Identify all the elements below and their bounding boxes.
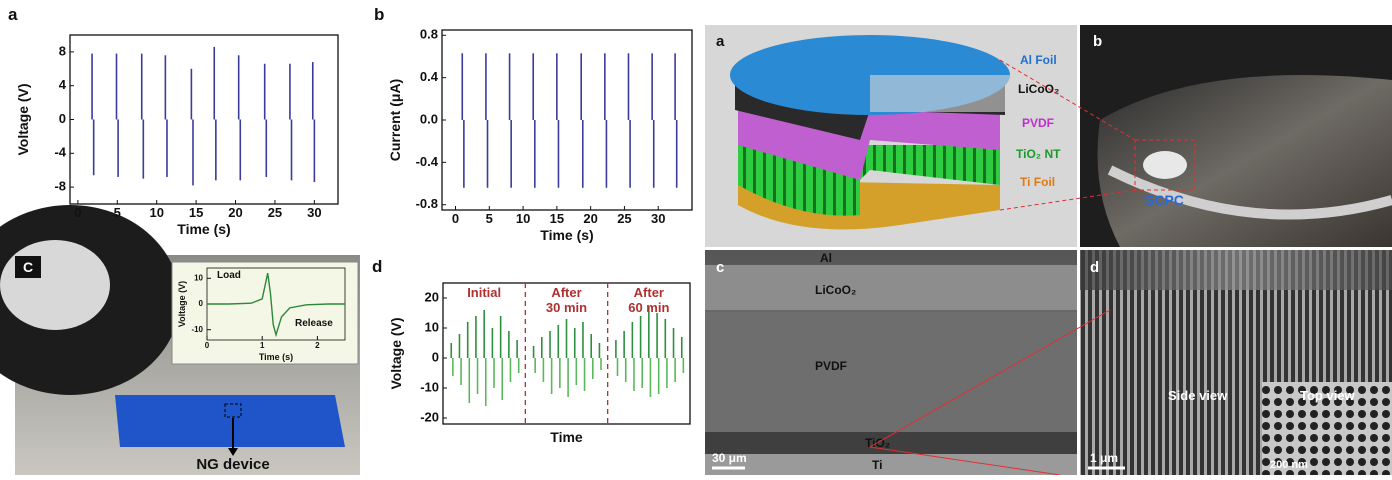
y-tick-label: 0	[432, 349, 439, 364]
top-edge	[1080, 250, 1392, 290]
y-tick-label: 0.8	[420, 27, 438, 42]
x-axis-label: Time (s)	[177, 221, 230, 237]
segment-label: 60 min	[628, 300, 669, 315]
panel-letter: d	[1090, 259, 1099, 276]
y-tick-label: 4	[59, 77, 67, 92]
x-tick-label: 1	[260, 341, 265, 350]
y-tick-label: 0.4	[420, 69, 439, 84]
x-tick-label: 5	[486, 211, 493, 226]
device-label: SCPC	[1145, 192, 1184, 208]
x-axis-label: Time (s)	[259, 352, 293, 362]
panel-letter: a	[716, 33, 725, 50]
illustration-right-a: Al Foil LiCoO₂ PVDF TiO₂ NT Ti Foil a	[705, 25, 1077, 247]
layer-label: Ti	[872, 458, 882, 472]
layer-label: PVDF	[815, 359, 847, 373]
scale-label: 1 μm	[1090, 451, 1118, 465]
panel-letter: d	[372, 257, 382, 276]
x-tick-label: 20	[228, 205, 242, 220]
pvdf-layer	[705, 312, 1077, 432]
y-tick-label: 10	[425, 319, 439, 334]
plot-frame	[70, 35, 338, 204]
y-tick-label: 0	[59, 111, 66, 126]
segment-label: After	[551, 285, 581, 300]
x-tick-label: 10	[516, 211, 530, 226]
x-tick-label: 20	[583, 211, 597, 226]
x-axis-label: Time (s)	[540, 227, 593, 243]
scale-label: 30 μm	[712, 451, 747, 465]
annotation: Release	[295, 318, 333, 329]
layer-label: TiO₂ NT	[1016, 147, 1061, 161]
ti-layer	[705, 454, 1077, 475]
y-tick-label: -4	[54, 145, 66, 160]
x-axis-label: Time	[550, 429, 583, 445]
panel-letter: c	[716, 259, 724, 276]
layer-label: LiCoO₂	[815, 283, 856, 297]
y-tick-label: -20	[420, 409, 439, 424]
cutaway	[870, 75, 1010, 112]
x-tick-label: 0	[452, 211, 459, 226]
x-tick-label: 25	[268, 205, 282, 220]
panel-letter: b	[1093, 33, 1102, 50]
panel-letter: a	[8, 5, 18, 24]
x-tick-label: 2	[315, 341, 320, 350]
shoe	[1098, 75, 1392, 247]
scpc-device	[1143, 151, 1187, 179]
y-tick-label: 0	[199, 299, 204, 308]
y-tick-label: 10	[194, 273, 203, 282]
sem-right-d: Side view Top view 1 μm 200 nm d	[1080, 250, 1392, 475]
x-tick-label: 15	[550, 211, 564, 226]
scale-label: 200 nm	[1270, 459, 1308, 471]
y-axis-label: Voltage (V)	[177, 281, 187, 327]
layer-label: Al	[820, 251, 832, 265]
y-tick-label: 0.0	[420, 111, 438, 126]
y-axis-label: Voltage (V)	[15, 83, 31, 155]
x-tick-label: 5	[114, 205, 121, 220]
y-tick-label: -10	[191, 325, 203, 334]
ng-device	[115, 395, 345, 447]
segment-label: After	[634, 285, 664, 300]
y-tick-label: 8	[59, 43, 66, 58]
y-axis-label: Current (μA)	[387, 79, 403, 161]
y-tick-label: 20	[425, 289, 439, 304]
layer-label: Ti Foil	[1020, 175, 1055, 189]
view-label: Side view	[1168, 388, 1228, 403]
panel-letter: C	[23, 259, 33, 275]
photo-right-b: SCPC b	[1080, 25, 1392, 247]
y-tick-label: -8	[54, 179, 66, 194]
segment-label: 30 min	[546, 300, 587, 315]
x-tick-label: 25	[617, 211, 631, 226]
licoo2-layer	[705, 265, 1077, 310]
x-tick-label: 10	[149, 205, 163, 220]
layer-label: LiCoO₂	[1018, 82, 1059, 96]
sem-right-c: Al LiCoO₂ PVDF TiO₂ Ti 30 μm c	[705, 250, 1077, 475]
x-tick-label: 30	[307, 205, 321, 220]
annotation: Load	[217, 270, 241, 281]
segment-label: Initial	[467, 285, 501, 300]
wheel	[0, 240, 110, 330]
layer-label: PVDF	[1022, 116, 1054, 130]
x-tick-label: 15	[189, 205, 203, 220]
y-axis-label: Voltage (V)	[388, 317, 404, 389]
x-tick-label: 0	[74, 205, 81, 220]
x-tick-label: 30	[651, 211, 665, 226]
layer-label: Al Foil	[1020, 53, 1057, 67]
panel-letter: b	[374, 5, 384, 24]
y-tick-label: -10	[420, 379, 439, 394]
x-tick-label: 0	[205, 341, 210, 350]
y-tick-label: -0.4	[416, 154, 439, 169]
y-tick-label: -0.8	[416, 196, 438, 211]
device-label: NG device	[196, 456, 269, 473]
view-label: Top view	[1300, 388, 1356, 403]
